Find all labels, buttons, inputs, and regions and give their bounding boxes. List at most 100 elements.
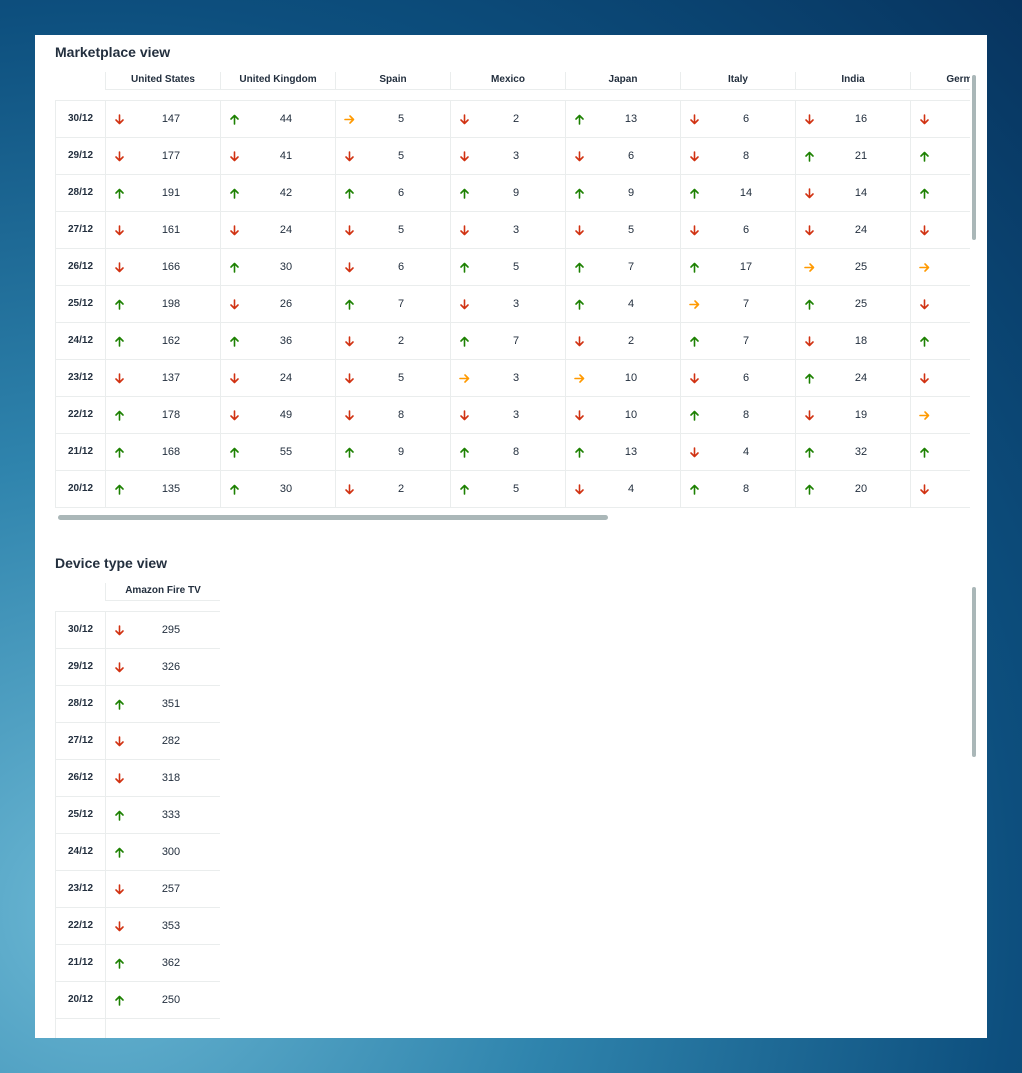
trend-arrow	[575, 484, 584, 495]
trend-arrow	[574, 374, 585, 383]
table-row: 21/12 362	[55, 945, 220, 982]
trend-arrow	[230, 225, 239, 236]
trend-arrow	[920, 114, 929, 125]
cell-value: 353	[161, 920, 181, 932]
cell-value: 3	[512, 224, 520, 236]
trend-arrow	[115, 299, 124, 310]
horizontal-scrollbar[interactable]	[58, 515, 608, 520]
cell-value: 7	[742, 335, 750, 347]
trend-arrow	[575, 299, 584, 310]
trend-arrow	[575, 225, 584, 236]
date-cell: 25/12	[55, 797, 105, 834]
trend-arrow	[460, 484, 469, 495]
cell-value: 18	[854, 335, 868, 347]
trend-arrow	[690, 336, 699, 347]
value-cell: 3	[450, 360, 565, 397]
value-cell: 8	[680, 397, 795, 434]
date-cell: 27/12	[55, 723, 105, 760]
value-cell: 326	[105, 649, 220, 686]
value-cell: 2	[450, 101, 565, 138]
value-cell	[910, 323, 970, 360]
table-row: 20/12 250	[55, 982, 220, 1019]
value-cell: 5	[335, 101, 450, 138]
cell-value: 257	[161, 883, 181, 895]
trend-arrow	[345, 299, 354, 310]
cell-value: 17	[739, 261, 753, 273]
trend-arrow	[115, 373, 124, 384]
value-cell: 333	[105, 797, 220, 834]
trend-arrow	[345, 336, 354, 347]
cell-value: 5	[397, 113, 405, 125]
cell-value: 6	[742, 372, 750, 384]
trend-arrow	[690, 225, 699, 236]
table-row: 30/12 295	[55, 612, 220, 649]
value-cell: 362	[105, 945, 220, 982]
trend-arrow	[920, 225, 929, 236]
date-cell: 23/12	[55, 871, 105, 908]
cell-value: 32	[854, 446, 868, 458]
trend-arrow	[920, 151, 929, 162]
trend-arrow	[115, 625, 124, 636]
cell-value: 30	[279, 483, 293, 495]
trend-arrow	[230, 114, 239, 125]
table-row: 30/12 147 44 5 2 13 6 16	[55, 101, 970, 138]
date-cell: 26/12	[55, 760, 105, 797]
value-cell	[910, 138, 970, 175]
cell-value: 4	[627, 483, 635, 495]
cell-value: 36	[279, 335, 293, 347]
trend-arrow	[230, 299, 239, 310]
trend-arrow	[460, 151, 469, 162]
cell-value: 300	[161, 846, 181, 858]
trend-arrow	[920, 373, 929, 384]
trend-arrow	[690, 114, 699, 125]
cell-value: 25	[854, 298, 868, 310]
trend-arrow	[115, 921, 124, 932]
trend-arrow	[689, 300, 700, 309]
cell-value: 13	[624, 113, 638, 125]
value-cell: 3	[450, 286, 565, 323]
value-cell: 9	[335, 434, 450, 471]
cell-value: 8	[742, 409, 750, 421]
cell-value: 4	[742, 446, 750, 458]
value-cell: 24	[220, 212, 335, 249]
cell-value: 42	[279, 187, 293, 199]
cell-value: 14	[739, 187, 753, 199]
value-cell: 5	[335, 138, 450, 175]
value-cell	[910, 471, 970, 508]
trend-arrow	[115, 773, 124, 784]
value-cell: 25	[795, 249, 910, 286]
table-top-border	[55, 100, 970, 101]
value-cell: 147	[105, 101, 220, 138]
date-cell: 28/12	[55, 175, 105, 212]
trend-arrow	[575, 188, 584, 199]
cell-value: 147	[161, 113, 181, 125]
trend-arrow	[919, 411, 930, 420]
trend-arrow	[460, 299, 469, 310]
trend-arrow	[345, 447, 354, 458]
vertical-scrollbar[interactable]	[972, 587, 976, 757]
cell-value: 2	[627, 335, 635, 347]
value-cell: 49	[220, 397, 335, 434]
trend-arrow	[115, 958, 124, 969]
cell-value: 135	[161, 483, 181, 495]
vertical-scrollbar[interactable]	[972, 75, 976, 240]
value-cell	[910, 397, 970, 434]
date-cell: 20/12	[55, 982, 105, 1019]
marketplace-table: United States United Kingdom Spain Mexico Ja…	[55, 72, 970, 509]
table-row: 23/12 137 24 5 3 10 6 24	[55, 360, 970, 397]
table-row: 28/12 351	[55, 686, 220, 723]
table-row: 20/12 135 30 2 5 4 8 20	[55, 471, 970, 508]
cell-value: 44	[279, 113, 293, 125]
value-cell: 16	[795, 101, 910, 138]
table-row: 22/12 178 49 8 3 10 8 19	[55, 397, 970, 434]
value-cell: 353	[105, 908, 220, 945]
value-cell: 6	[680, 360, 795, 397]
cell-value: 5	[397, 150, 405, 162]
table-row	[55, 1019, 220, 1038]
trend-arrow	[230, 447, 239, 458]
value-cell: 42	[220, 175, 335, 212]
value-cell: 6	[565, 138, 680, 175]
cell-value: 24	[854, 224, 868, 236]
device-table: Amazon Fire TV 30/12 295 29/12 326 28/12 351 27…	[55, 583, 970, 1038]
cell-value: 2	[397, 335, 405, 347]
